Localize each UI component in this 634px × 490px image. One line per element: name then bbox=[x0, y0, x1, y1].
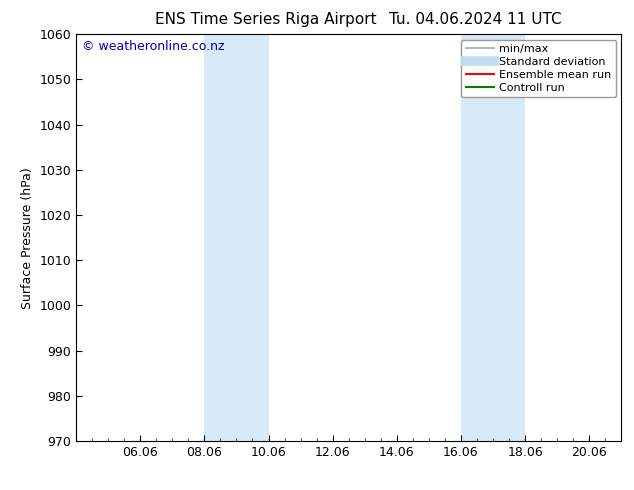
Y-axis label: Surface Pressure (hPa): Surface Pressure (hPa) bbox=[21, 167, 34, 309]
Bar bbox=[204, 34, 269, 441]
Text: Tu. 04.06.2024 11 UTC: Tu. 04.06.2024 11 UTC bbox=[389, 12, 562, 27]
Text: ENS Time Series Riga Airport: ENS Time Series Riga Airport bbox=[155, 12, 377, 27]
Text: © weatheronline.co.nz: © weatheronline.co.nz bbox=[82, 40, 224, 53]
Legend: min/max, Standard deviation, Ensemble mean run, Controll run: min/max, Standard deviation, Ensemble me… bbox=[462, 40, 616, 97]
Bar bbox=[461, 34, 525, 441]
